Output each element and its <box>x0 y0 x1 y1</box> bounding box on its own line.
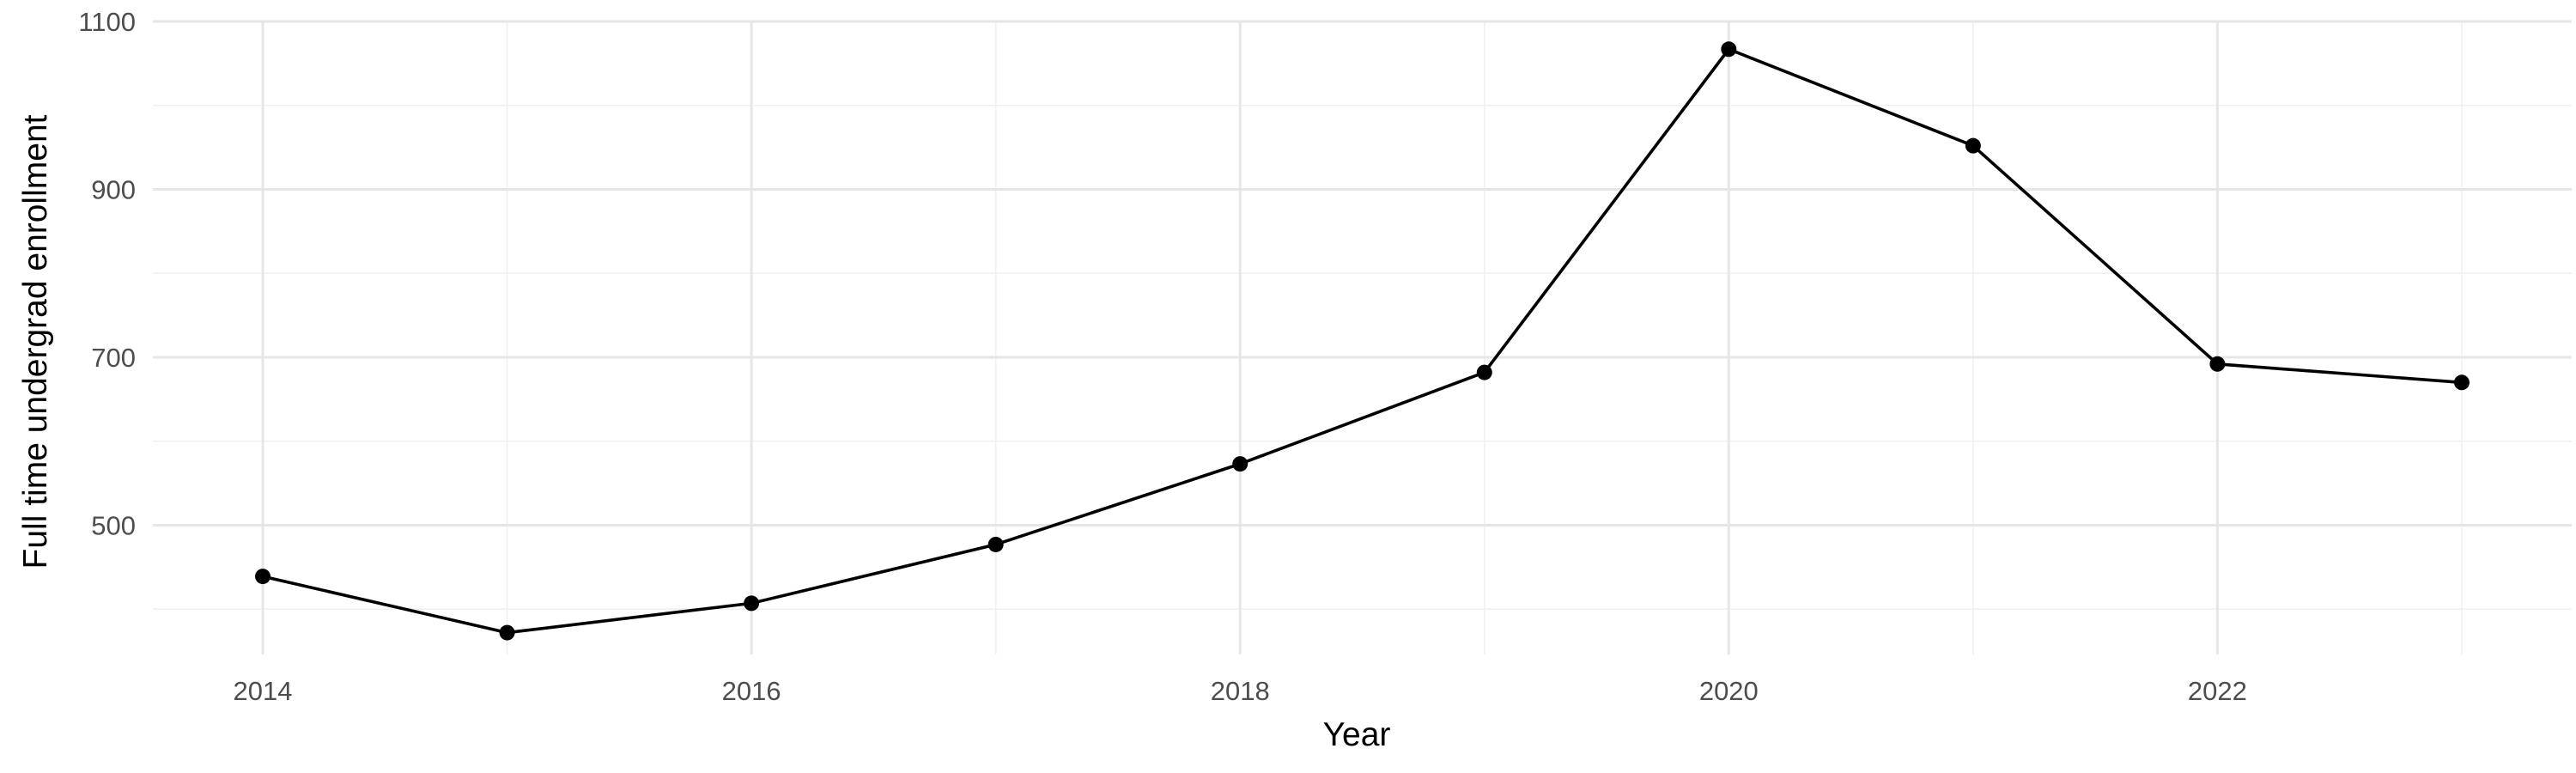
data-point <box>1476 364 1492 380</box>
y-axis-tick-labels: 500 700 900 1100 <box>78 7 136 540</box>
x-axis-tick-labels: 2014 2016 2018 2020 2022 <box>234 676 2247 706</box>
x-tick-label: 2020 <box>1699 676 1759 706</box>
minor-gridlines <box>153 21 2572 654</box>
y-tick-label: 1100 <box>78 7 136 37</box>
x-axis-title: Year <box>1323 716 1391 753</box>
y-tick-label: 900 <box>91 174 136 204</box>
data-point <box>744 595 760 612</box>
data-point <box>499 624 515 641</box>
data-point <box>2453 374 2470 391</box>
series-line <box>262 47 2463 635</box>
y-tick-label: 700 <box>91 343 136 373</box>
data-series <box>255 41 2470 641</box>
y-tick-label: 500 <box>91 510 136 540</box>
y-axis-title: Full time undergrad enrollment <box>17 114 54 569</box>
data-point <box>1232 456 1249 472</box>
x-tick-label: 2022 <box>2188 676 2247 706</box>
data-point <box>987 536 1004 552</box>
x-tick-label: 2016 <box>722 676 781 706</box>
major-gridlines <box>153 20 2572 654</box>
data-point <box>1721 41 1737 58</box>
data-point <box>255 569 271 585</box>
x-tick-label: 2014 <box>234 676 293 706</box>
data-point <box>1965 137 1981 154</box>
data-point <box>2209 356 2226 372</box>
x-tick-label: 2018 <box>1211 676 1270 706</box>
